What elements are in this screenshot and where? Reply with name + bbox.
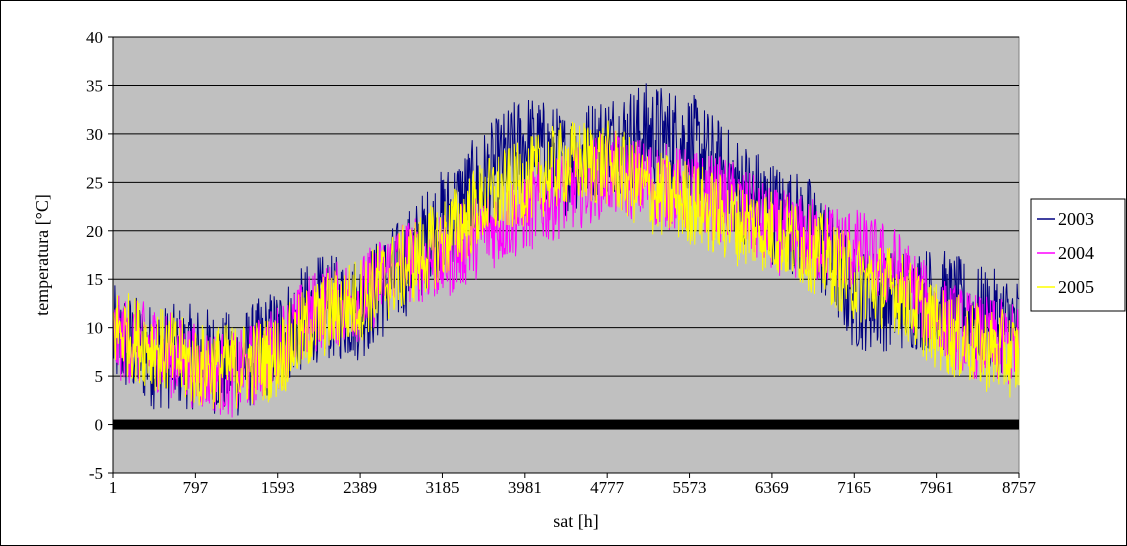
series-lines (112, 83, 1020, 418)
x-tick-label: 7165 (837, 478, 871, 497)
zero-line-band (113, 419, 1019, 430)
y-tick-label: 25 (86, 173, 103, 192)
y-tick-label: 20 (86, 222, 103, 241)
y-tick-label: 35 (86, 76, 103, 95)
y-tick-label: 40 (86, 28, 103, 47)
legend-label-2004: 2004 (1058, 243, 1094, 263)
y-tick-label: 10 (86, 319, 103, 338)
x-tick-label: 1 (109, 478, 118, 497)
x-tick-label: 797 (183, 478, 209, 497)
y-tick-label: 0 (95, 416, 104, 435)
x-tick-label: 8757 (1002, 478, 1037, 497)
x-tick-label: 3981 (508, 478, 542, 497)
x-tick-label: 6369 (755, 478, 789, 497)
y-tick-label: 5 (95, 367, 104, 386)
legend: 2003 2004 2005 (1030, 198, 1126, 312)
x-tick-label: 5573 (673, 478, 707, 497)
x-tick-label: 1593 (261, 478, 295, 497)
legend-box (1030, 198, 1126, 312)
legend-label-2003: 2003 (1058, 209, 1094, 229)
x-axis-title: sat [h] (553, 511, 598, 531)
x-axis-ticks: 1 797 1593 2389 3185 3981 4777 5573 6369 7165 7961… (109, 472, 1037, 497)
x-tick-label: 2389 (343, 478, 377, 497)
y-tick-label: 30 (86, 125, 103, 144)
y-tick-label: 15 (86, 270, 103, 289)
y-axis-title: temperatura [°C] (32, 194, 52, 316)
x-tick-label: 3185 (425, 478, 459, 497)
legend-label-2005: 2005 (1058, 277, 1094, 297)
x-tick-label: 4777 (590, 478, 625, 497)
series-line-2005 (112, 120, 1020, 409)
y-tick-label: -5 (89, 464, 103, 483)
y-axis-ticks: -5 0 5 10 15 20 25 30 35 40 (86, 28, 114, 483)
x-tick-label: 7961 (920, 478, 954, 497)
